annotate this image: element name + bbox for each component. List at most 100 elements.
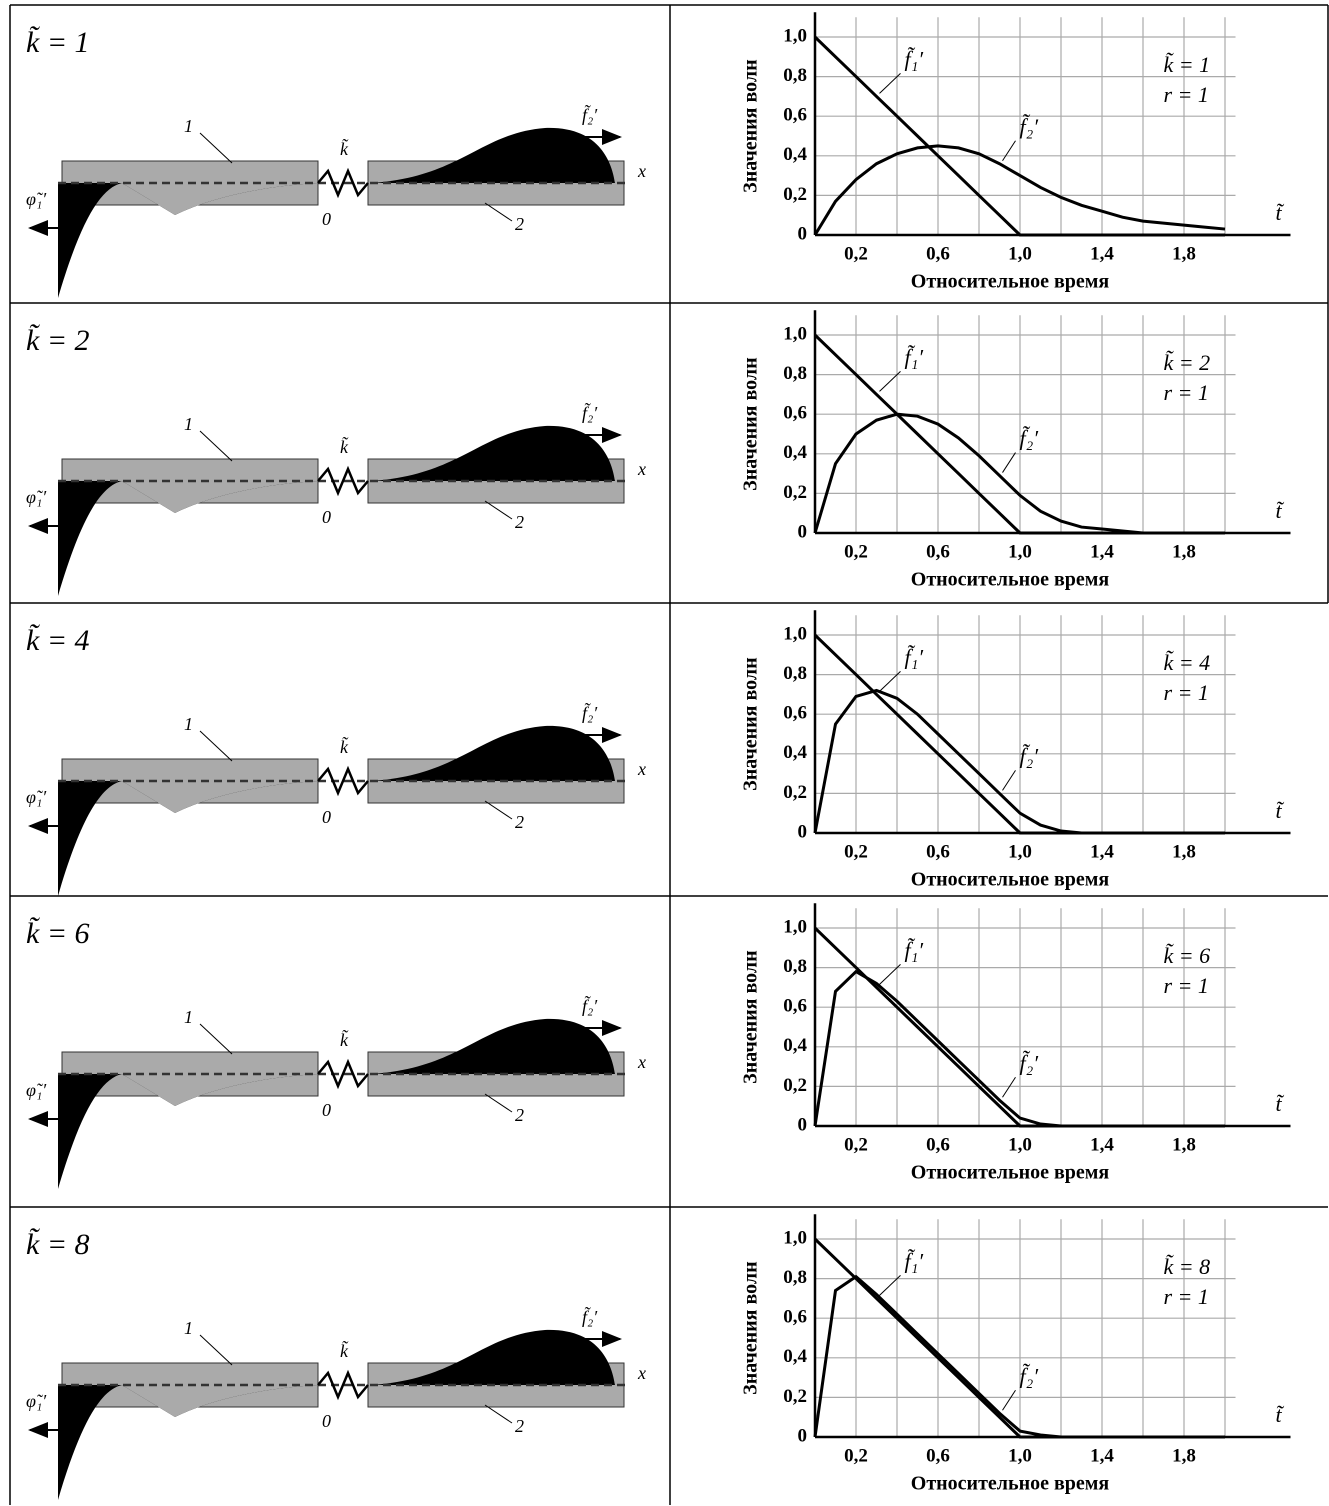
x-axis-label: Относительное время	[911, 1473, 1110, 1495]
x-tick-label: 0,2	[844, 841, 868, 862]
row-title: k̃ = 1	[26, 26, 90, 59]
row-title: k̃ = 2	[26, 324, 90, 357]
x-axis-symbol: t̃	[1276, 798, 1285, 823]
series-label: f̃₁′	[905, 644, 925, 669]
diagram-label: φ̃₁′	[26, 1391, 47, 1411]
y-tick-label: 0	[798, 1425, 808, 1446]
y-tick-label: 0,4	[783, 1346, 807, 1367]
diagram-label: x	[637, 1363, 646, 1383]
wave	[65, 183, 318, 215]
annotation: r = 1	[1164, 380, 1209, 405]
x-tick-label: 1,8	[1172, 841, 1196, 862]
y-axis-label: Значения волн	[740, 1261, 762, 1394]
x-axis-symbol: t̃	[1276, 1402, 1285, 1427]
leader	[199, 730, 233, 762]
x-tick-label: 0,6	[926, 541, 950, 562]
diagram-label: x	[637, 1052, 646, 1072]
x-tick-label: 1,4	[1090, 243, 1114, 264]
y-tick-label: 0,2	[783, 1075, 807, 1096]
wave	[65, 1074, 318, 1106]
wave	[370, 1329, 615, 1385]
x-tick-label: 0,6	[926, 1134, 950, 1155]
diagram-label: 0	[322, 807, 331, 827]
x-tick-label: 0,2	[844, 1445, 868, 1466]
row-title: k̃ = 8	[26, 1228, 90, 1261]
spring	[317, 167, 369, 199]
spring	[317, 1058, 369, 1090]
leader	[879, 964, 901, 985]
y-tick-label: 0,4	[783, 442, 807, 463]
diagram-label: φ̃₁′	[26, 487, 47, 507]
row-title: k̃ = 6	[26, 917, 90, 950]
series-line	[813, 35, 1225, 237]
y-tick-label: 1,0	[783, 916, 807, 937]
x-axis-symbol: t̃	[1276, 200, 1285, 225]
diagram-label: f̃₂′	[582, 104, 598, 125]
leader	[199, 1334, 233, 1366]
diagram: k̃ = 1 1 2 0 x k̃ f̃₂′ φ̃₁′	[26, 26, 646, 298]
leader	[484, 500, 513, 520]
diagram-label: 0	[322, 209, 331, 229]
x-tick-label: 0,2	[844, 243, 868, 264]
y-axis-label: Значения волн	[740, 357, 762, 490]
y-tick-label: 0,6	[783, 996, 807, 1017]
annotation: r = 1	[1164, 680, 1209, 705]
wave	[65, 1385, 318, 1417]
diagram-label: k̃	[340, 437, 349, 458]
x-axis-symbol: t̃	[1276, 498, 1285, 523]
y-tick-label: 0,2	[783, 184, 807, 205]
diagram-label: k̃	[340, 139, 349, 160]
x-axis-label: Относительное время	[911, 569, 1110, 591]
y-tick-label: 0,8	[783, 663, 807, 684]
series-label: f̃₂′	[1020, 426, 1040, 451]
wave	[370, 1018, 615, 1074]
y-tick-label: 0,6	[783, 703, 807, 724]
diagram-label: 2	[515, 812, 524, 832]
leader	[879, 671, 901, 692]
y-tick-label: 1,0	[783, 1227, 807, 1248]
x-tick-label: 1,8	[1172, 243, 1196, 264]
diagram-label: x	[637, 161, 646, 181]
x-axis-label: Относительное время	[911, 869, 1110, 891]
diagram-label: k̃	[340, 1030, 349, 1051]
x-axis-label: Относительное время	[911, 271, 1110, 293]
wave	[370, 425, 615, 481]
y-tick-label: 1,0	[783, 623, 807, 644]
annotation: r = 1	[1164, 973, 1209, 998]
annotation: k̃ = 1	[1164, 52, 1211, 77]
y-axis-label: Значения волн	[740, 657, 762, 790]
x-tick-label: 1,8	[1172, 1134, 1196, 1155]
diagram: k̃ = 6 1 2 0 x k̃ f̃₂′ φ̃₁′	[26, 917, 646, 1189]
wave	[370, 725, 615, 781]
diagram-label: f̃₂′	[582, 402, 598, 423]
leader	[1002, 452, 1016, 473]
wave	[370, 127, 615, 183]
diagram-label: 0	[322, 1411, 331, 1431]
diagram-label: f̃₂′	[582, 995, 598, 1016]
y-tick-label: 0,8	[783, 956, 807, 977]
diagram-label: x	[637, 759, 646, 779]
diagram-label: 0	[322, 1100, 331, 1120]
x-tick-label: 1,0	[1008, 1445, 1032, 1466]
wave	[65, 781, 318, 813]
series-label: f̃₁′	[905, 344, 925, 369]
wave	[65, 481, 318, 513]
x-tick-label: 1,4	[1090, 841, 1114, 862]
y-tick-label: 0	[798, 1114, 808, 1135]
x-tick-label: 1,4	[1090, 1445, 1114, 1466]
series-line	[813, 688, 1225, 835]
series-label: f̃₁′	[905, 1248, 925, 1273]
y-tick-label: 0	[798, 821, 808, 842]
x-tick-label: 1,8	[1172, 1445, 1196, 1466]
y-tick-label: 0,8	[783, 363, 807, 384]
y-tick-label: 0,6	[783, 105, 807, 126]
leader	[879, 1275, 901, 1296]
y-tick-label: 0,4	[783, 1035, 807, 1056]
series-label: f̃₂′	[1020, 114, 1040, 139]
x-tick-label: 1,0	[1008, 841, 1032, 862]
diagram: k̃ = 4 1 2 0 x k̃ f̃₂′ φ̃₁′	[26, 624, 646, 896]
diagram-label: 1	[184, 1007, 193, 1027]
spring	[317, 465, 369, 497]
leader	[199, 132, 233, 164]
x-axis-symbol: t̃	[1276, 1091, 1285, 1116]
